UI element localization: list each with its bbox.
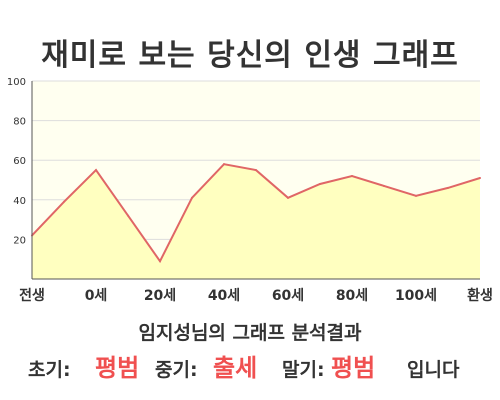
data-point bbox=[255, 169, 257, 172]
x-tick-label: 0세 bbox=[85, 288, 108, 304]
early-period-result: 평범 bbox=[95, 354, 140, 382]
early-period-label: 초기: bbox=[28, 359, 71, 381]
x-tick-label: 80세 bbox=[336, 288, 368, 304]
data-point bbox=[191, 196, 193, 199]
y-tick-label: 80 bbox=[13, 117, 26, 128]
y-tick-label: 40 bbox=[13, 196, 26, 207]
y-tick-label: 100 bbox=[7, 77, 26, 88]
x-tick-label: 환생 bbox=[467, 287, 493, 304]
result-suffix: 입니다 bbox=[407, 359, 460, 381]
y-tick-labels: 20 40 60 80 100 bbox=[7, 77, 26, 246]
x-tick-label: 40세 bbox=[208, 288, 240, 304]
middle-period-label: 중기: bbox=[155, 359, 198, 381]
data-point bbox=[63, 200, 65, 203]
data-point bbox=[479, 177, 481, 180]
data-point bbox=[95, 169, 97, 172]
data-point bbox=[223, 163, 225, 166]
middle-period-result: 출세 bbox=[213, 354, 258, 382]
data-point bbox=[287, 196, 289, 199]
late-period-label: 말기: bbox=[282, 359, 325, 381]
x-tick-label: 60세 bbox=[272, 288, 304, 304]
x-tick-labels: 전생 0세 20세 40세 60세 80세 100세 환생 bbox=[19, 287, 493, 304]
x-tick-label: 전생 bbox=[19, 287, 45, 304]
x-tick-label: 20세 bbox=[144, 288, 176, 304]
data-point bbox=[127, 214, 129, 217]
data-point bbox=[351, 175, 353, 178]
chart-title: 재미로 보는 당신의 인생 그래프 bbox=[41, 38, 459, 73]
analysis-result-line: 초기: 평범 중기: 출세 말기: 평범 입니다 bbox=[0, 345, 500, 385]
late-period-result: 평범 bbox=[331, 354, 376, 382]
y-tick-label: 60 bbox=[13, 156, 26, 167]
data-point bbox=[447, 186, 449, 189]
series-area-fill bbox=[32, 164, 480, 279]
data-point bbox=[383, 184, 385, 187]
data-point bbox=[415, 194, 417, 197]
analysis-summary-label: 임지성님의 그래프 분석결과 bbox=[138, 322, 362, 344]
x-tick-label: 100세 bbox=[395, 288, 437, 304]
data-point bbox=[319, 182, 321, 185]
y-tick-label: 20 bbox=[13, 235, 26, 246]
data-point bbox=[159, 260, 161, 263]
